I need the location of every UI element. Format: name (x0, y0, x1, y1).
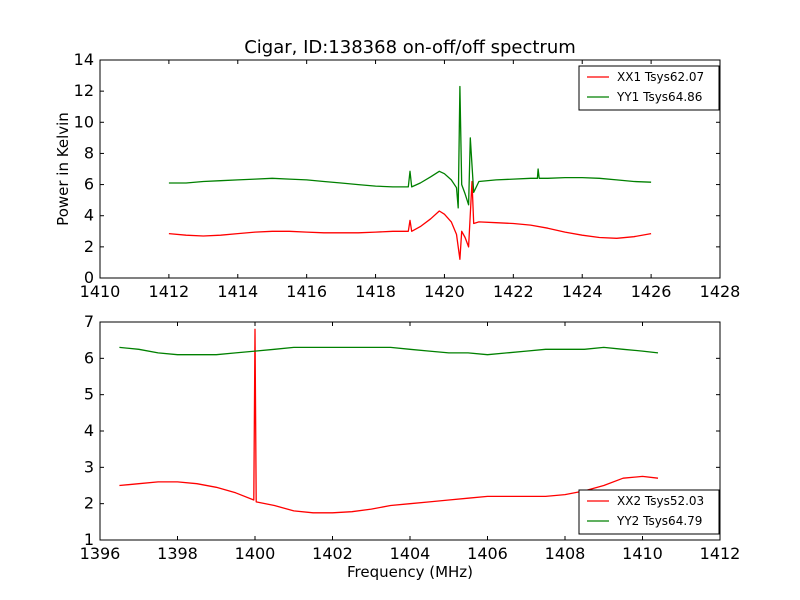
y-tick-label: 6 (84, 348, 94, 367)
x-axis-label: Frequency (MHz) (347, 563, 473, 581)
y-tick-label: 3 (84, 457, 94, 476)
x-tick-label: 1424 (562, 282, 603, 301)
legend-entry: YY2 Tsys64.79 (616, 514, 702, 528)
chart-title: Cigar, ID:138368 on-off/off spectrum (244, 37, 576, 58)
y-axis-label: Power in Kelvin (54, 112, 72, 226)
x-tick-label: 1418 (355, 282, 396, 301)
legend-entry: YY1 Tsys64.86 (616, 90, 702, 104)
x-tick-label: 1406 (467, 544, 508, 563)
x-tick-label: 1402 (312, 544, 353, 563)
series-line-2-2 (119, 346, 659, 356)
x-tick-label: 1396 (80, 544, 121, 563)
y-tick-label: 10 (74, 112, 94, 131)
series-line-1-2 (168, 85, 652, 209)
x-tick-label: 1410 (80, 282, 121, 301)
bottom-spectrum-plot: 1396 1398 1400 1402 1404 1406 1408 1410 1412 1 2 3 4… (80, 312, 741, 563)
plot-frame (99, 59, 721, 279)
y-tick-label: 12 (74, 81, 94, 100)
legend-box (578, 65, 720, 111)
x-tick-label: 1426 (631, 282, 672, 301)
x-tick-label: 1400 (235, 544, 276, 563)
x-tick-label: 1416 (286, 282, 327, 301)
series-line-2-1 (119, 328, 659, 514)
x-tick-label: 1398 (157, 544, 198, 563)
x-tick-label: 1412 (700, 544, 741, 563)
y-tick-label: 4 (84, 421, 94, 440)
y-tick-label: 6 (84, 175, 94, 194)
y-tick-label: 4 (84, 206, 94, 225)
y-tick-label: 7 (84, 312, 94, 331)
legend-entry: XX2 Tsys52.03 (617, 494, 704, 508)
y-tick-label: 2 (84, 237, 94, 256)
x-tick-label: 1412 (149, 282, 190, 301)
y-tick-label: 8 (84, 143, 94, 162)
x-tick-label: 1420 (424, 282, 465, 301)
y-tick-label: 2 (84, 494, 94, 513)
top-spectrum-plot: 1410 1412 1414 1416 1418 1420 1422 1424 1426 1428… (74, 50, 741, 301)
x-tick-label: 1414 (217, 282, 258, 301)
x-tick-label: 1410 (622, 544, 663, 563)
y-tick-label: 14 (74, 50, 94, 69)
x-tick-label: 1404 (390, 544, 431, 563)
x-tick-label: 1422 (493, 282, 534, 301)
y-tick-label: 1 (84, 530, 94, 549)
series-line-1-1 (168, 180, 652, 260)
y-tick-label: 0 (84, 268, 94, 287)
legend-box (578, 489, 720, 535)
x-tick-label: 1408 (545, 544, 586, 563)
x-tick-label: 1428 (700, 282, 741, 301)
legend-entry: XX1 Tsys62.07 (617, 70, 704, 84)
y-tick-label: 5 (84, 385, 94, 404)
